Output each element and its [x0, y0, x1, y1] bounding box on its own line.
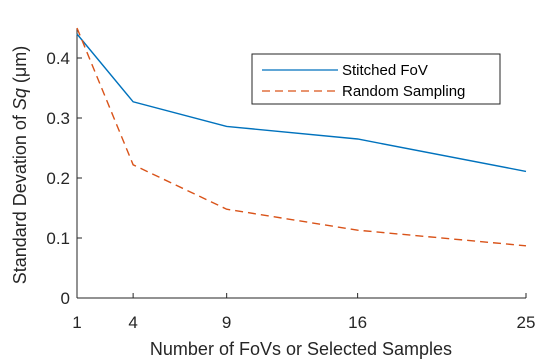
x-tick-label: 1	[72, 313, 81, 332]
y-tick-label: 0.2	[46, 169, 70, 188]
legend-label-stitched-fov: Stitched FoV	[342, 62, 428, 79]
y-tick-label: 0.4	[46, 49, 70, 68]
x-tick-label: 9	[222, 313, 231, 332]
legend-label-random-sampling: Random Sampling	[342, 83, 465, 100]
legend-box	[251, 53, 501, 105]
y-tick-label: 0	[61, 289, 70, 308]
plot-area	[76, 28, 526, 299]
x-tick-label: 4	[128, 313, 137, 332]
y-tick-label: 0.1	[46, 229, 70, 248]
x-tick-label: 25	[517, 313, 536, 332]
x-tick-label: 16	[348, 313, 367, 332]
y-axis-label-prefix: Standard Devation of	[10, 110, 30, 284]
x-ticks: 1 4 9 16 25	[72, 293, 535, 332]
series-line-random-sampling	[76, 27, 527, 247]
legend: Stitched FoV Random Sampling	[251, 53, 501, 105]
y-tick-label: 0.3	[46, 109, 70, 128]
y-axis-label: Standard Devation of Sq (μm)	[10, 46, 30, 285]
series-line-stitched-fov	[76, 33, 527, 173]
x-axis-label: Number of FoVs or Selected Samples	[150, 339, 452, 359]
y-axis-label-suffix: (μm)	[10, 46, 30, 88]
y-axis-label-symbol: Sq	[10, 88, 30, 110]
y-ticks: 0 0.1 0.2 0.3 0.4	[46, 49, 82, 308]
series-layer	[76, 27, 527, 247]
